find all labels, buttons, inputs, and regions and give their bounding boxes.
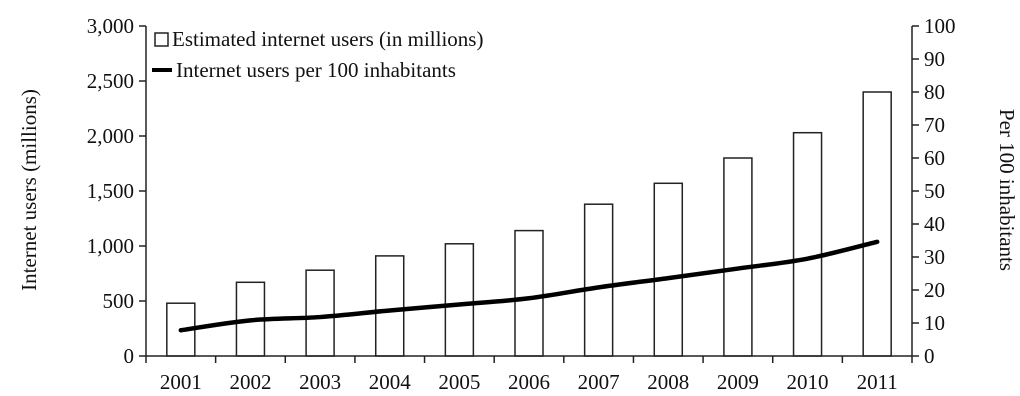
legend-bar-label: Estimated internet users (in millions) — [172, 27, 483, 51]
y2-tick-label: 90 — [924, 47, 945, 71]
y-tick-label: 0 — [124, 344, 135, 368]
bar-2005 — [444, 243, 475, 357]
x-tick-label-2008: 2008 — [647, 370, 689, 394]
y2-tick-label: 70 — [924, 113, 945, 137]
x-tick-label-2009: 2009 — [717, 370, 759, 394]
bar-2008 — [653, 182, 684, 357]
x-tick-label-2007: 2007 — [578, 370, 620, 394]
y2-tick-label: 30 — [924, 245, 945, 269]
y-axis-title: Internet users (millions) — [17, 89, 41, 291]
legend: Estimated internet users (in millions) I… — [152, 27, 483, 82]
y2-tick-label: 100 — [924, 14, 956, 38]
x-tick-label-2002: 2002 — [229, 370, 271, 394]
x-tick-label-2001: 2001 — [160, 370, 202, 394]
bar-2004 — [374, 255, 405, 357]
y2-tick-label: 40 — [924, 212, 945, 236]
y2-tick-label: 80 — [924, 80, 945, 104]
bar-2011 — [862, 91, 892, 357]
y2-tick-label: 0 — [924, 344, 935, 368]
y2-tick-label: 20 — [924, 278, 945, 302]
y2-tick-label: 50 — [924, 179, 945, 203]
bars-layer — [166, 91, 892, 357]
y-tick-label: 2,500 — [87, 69, 134, 93]
bar-2007 — [583, 203, 614, 357]
ticks-layer: 0 500 1,000 1,500 2,000 2,500 3,000 0 10 20 30 40 50… — [87, 14, 956, 394]
bar-2003 — [305, 269, 335, 357]
x-tick-label-2006: 2006 — [508, 370, 550, 394]
x-tick-label-2003: 2003 — [299, 370, 341, 394]
y2-axis-title: Per 100 inhabitants — [995, 109, 1019, 271]
y-tick-label: 2,000 — [87, 124, 134, 148]
bar-2009 — [723, 157, 753, 357]
legend-bar-swatch — [154, 32, 169, 47]
per-100-line — [178, 239, 880, 333]
x-tick-label-2010: 2010 — [787, 370, 829, 394]
y2-tick-label: 10 — [924, 311, 945, 335]
bar-2006 — [514, 229, 544, 357]
bar-2010 — [792, 131, 823, 357]
legend-line-label: Internet users per 100 inhabitants — [176, 58, 456, 82]
y-tick-label: 500 — [103, 289, 135, 313]
x-tick-label-2004: 2004 — [369, 370, 412, 394]
y2-tick-label: 60 — [924, 146, 945, 170]
x-tick-label-2011: 2011 — [857, 370, 898, 394]
y-tick-label: 1,500 — [87, 179, 134, 203]
y-tick-label: 1,000 — [87, 234, 134, 258]
line-layer — [178, 239, 880, 333]
y-tick-label: 3,000 — [87, 14, 134, 38]
x-tick-label-2005: 2005 — [438, 370, 480, 394]
